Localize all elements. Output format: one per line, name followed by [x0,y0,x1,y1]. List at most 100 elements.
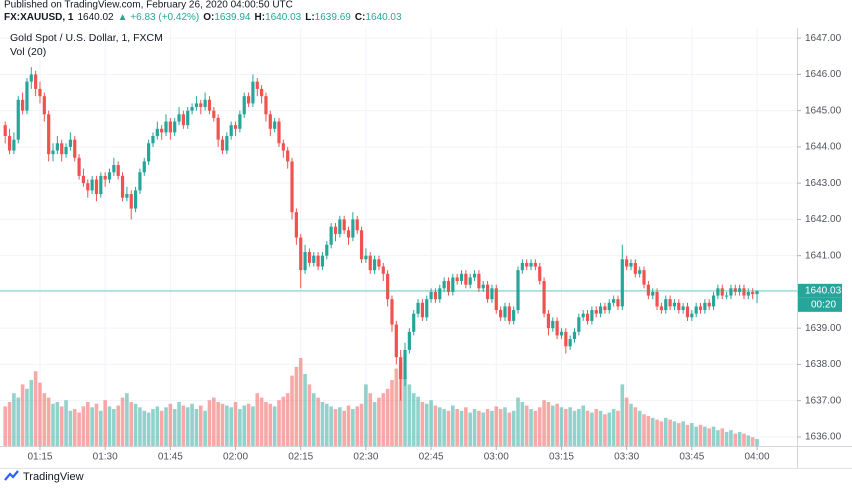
candle-body [377,259,381,267]
candle-body [655,291,659,307]
candle-body [403,349,407,379]
volume-bar [164,407,168,446]
candle-body [490,288,494,300]
candle-body [568,339,572,347]
volume-bar [755,438,759,446]
volume-bar [650,417,655,446]
candle-body [564,331,568,347]
x-tick-label: 01:30 [93,452,118,463]
volume-bar [7,402,12,446]
volume-bar [716,430,720,446]
volume-bar [690,423,694,446]
candle-body [594,310,598,314]
volume-bar [38,382,42,446]
volume-bar [494,406,499,446]
candle-body [399,357,403,379]
volume-bar [155,406,160,446]
candle-body [499,310,503,318]
volume-bar [142,410,147,446]
volume-bar [681,421,685,446]
volume-bar [29,380,34,446]
volume-bar [633,407,638,446]
volume-bar [90,407,94,446]
candle-body [25,81,29,111]
volume-bar [316,397,320,446]
volume-bar [198,405,203,446]
volume-bar [729,430,733,446]
candle-body [90,179,94,191]
candle-body [520,262,524,271]
volume-bar [750,437,755,446]
field-value: 1640.03 [365,12,402,23]
y-tick-label: 1647.00 [805,33,842,44]
volume-bar [251,406,255,446]
volume-bar [311,393,316,446]
volume-bar [129,402,134,446]
volume-bar [672,421,677,446]
candle-body [516,270,520,311]
candle-body [20,99,25,111]
x-tick-label: 03:00 [484,452,509,463]
volume-bar [268,403,273,446]
x-tick-label: 03:30 [614,452,639,463]
y-tick-label: 1641.00 [805,250,842,261]
candle-body [12,139,16,151]
candle-body [390,299,394,325]
candle-body [246,96,251,104]
volume-bar [281,396,286,446]
grid [0,28,797,446]
candle-body [64,146,68,155]
volume-bar [207,400,212,446]
volume-bar [616,410,620,446]
volume-bar [577,409,581,446]
candle-body [164,121,168,133]
symbol: FX:XAUUSD, 1 [4,12,74,23]
candle-body [77,157,81,176]
candle-body [7,136,12,151]
candle-body [438,288,442,300]
volume-bar [451,405,455,446]
candle-body [685,306,690,318]
candle-body [620,259,624,307]
volume-bar [398,362,403,446]
volume-bar [238,409,242,446]
candle-body [538,266,542,282]
volume-bar [99,410,103,446]
candle-body [99,175,103,195]
volume-bar [51,403,55,446]
volume-bar [20,384,25,446]
candle-body [173,121,177,133]
volume-bar [364,384,368,446]
candle-body [529,262,533,267]
volume-bar [294,366,299,446]
candle-body [716,288,720,296]
volume-bar [663,417,668,446]
volume-bar [290,375,294,446]
volume-bar [442,409,446,446]
volume-layer [3,358,759,446]
volume-bar [272,406,277,446]
candle-body [216,117,220,140]
volume-bar [94,403,99,446]
volume-bar [246,403,251,446]
candle-body [264,96,268,115]
volume-bar [138,407,142,446]
volume-bar [220,403,225,446]
candle-body [672,302,677,307]
volume-bar [542,400,546,446]
candle-body [677,302,681,311]
volume-bar [507,412,512,446]
volume-bar [46,397,51,446]
candle-body [220,139,225,151]
volume-bar [329,406,333,446]
volume-bar [742,433,746,446]
volume-bar [646,416,651,446]
candle-layer [3,67,759,401]
candle-body [181,114,185,126]
candle-body [472,273,477,278]
candle-body [359,230,364,260]
candle-body [255,81,259,89]
candle-body [307,252,312,263]
candle-body [94,179,99,195]
candle-body [525,262,529,267]
